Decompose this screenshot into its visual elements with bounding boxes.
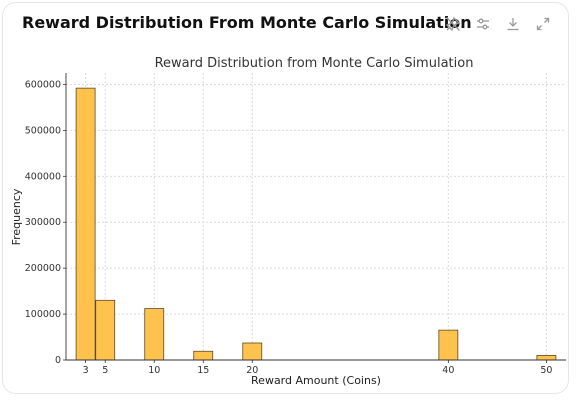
axes <box>63 73 566 363</box>
y-tick-label: 0 <box>55 355 61 366</box>
sliders-icon[interactable] <box>474 15 492 33</box>
expand-icon[interactable] <box>534 15 552 33</box>
x-tick-label: 40 <box>442 365 454 376</box>
y-axis-label: Frequency <box>10 188 23 245</box>
x-tick-label: 3 <box>83 365 89 376</box>
y-tick-label: 600000 <box>25 79 61 90</box>
y-tick-label: 500000 <box>25 125 61 136</box>
x-tick-label: 15 <box>197 365 209 376</box>
x-axis-label: Reward Amount (Coins) <box>251 374 381 387</box>
y-tick-label: 200000 <box>25 263 61 274</box>
bar-40 <box>438 329 459 361</box>
card-title: Reward Distribution From Monte Carlo Sim… <box>22 13 472 32</box>
chart-title: Reward Distribution from Monte Carlo Sim… <box>155 56 474 71</box>
x-tick-label: 5 <box>102 365 108 376</box>
bar-20 <box>242 342 263 361</box>
y-tick-label: 400000 <box>25 171 61 182</box>
download-icon[interactable] <box>504 15 522 33</box>
x-tick-label: 50 <box>540 365 552 376</box>
chart-card: Reward Distribution From Monte Carlo Sim… <box>2 2 569 394</box>
x-tick-labels: 3 5 10 15 20 40 50 <box>83 365 553 376</box>
x-tick-label: 10 <box>148 365 160 376</box>
bar-10 <box>144 308 165 361</box>
y-tick-label: 100000 <box>25 309 61 320</box>
x-tick-label: 20 <box>246 365 258 376</box>
bar-chart: Reward Distribution from Monte Carlo Sim… <box>10 56 566 387</box>
bar-15 <box>193 350 214 361</box>
pin-off-icon[interactable] <box>444 15 462 33</box>
y-tick-label: 300000 <box>25 217 61 228</box>
bar-3 <box>75 87 96 361</box>
gridlines <box>66 73 566 361</box>
chart-toolbar <box>444 15 552 33</box>
y-tick-labels: 0 100000 200000 300000 400000 500000 600000 <box>25 79 61 366</box>
bar-5 <box>95 299 116 361</box>
bar-50 <box>536 355 557 361</box>
bars <box>75 87 557 361</box>
